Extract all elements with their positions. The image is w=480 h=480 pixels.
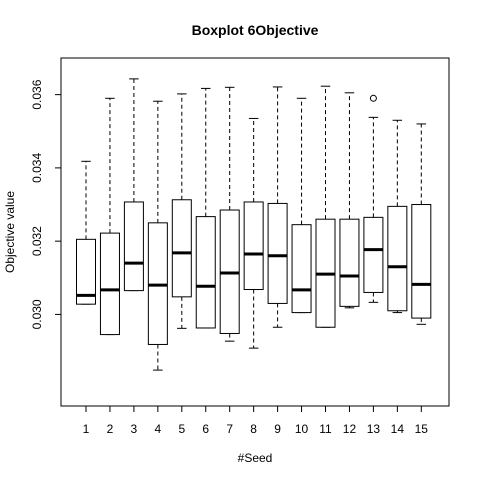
x-tick-label: 1	[83, 422, 90, 436]
y-tick-label: 0.034	[30, 153, 44, 183]
box-iqr	[291, 224, 312, 314]
box-iqr	[339, 218, 360, 307]
box-iqr	[123, 201, 144, 292]
x-tick-label: 11	[319, 422, 332, 436]
x-tick-label: 15	[415, 422, 429, 436]
box-group-seed-5	[171, 93, 192, 329]
box-iqr	[171, 199, 192, 298]
x-tick-label: 2	[107, 422, 114, 436]
box-iqr	[99, 232, 120, 336]
box-group-seed-12	[339, 92, 360, 309]
x-tick-label: 10	[295, 422, 309, 436]
box-group-seed-13	[363, 94, 384, 303]
y-axis: 0.030 0.032 0.034 0.036	[30, 79, 62, 329]
y-tick-label: 0.030	[30, 299, 44, 329]
x-tick-label: 7	[226, 422, 233, 436]
y-axis-label: Objective value	[3, 191, 17, 273]
box-iqr	[267, 202, 288, 304]
x-tick-label: 3	[131, 422, 138, 436]
x-axis: 1 2 3 4 5 6 7 8 9 10 11 12 13 14 15	[83, 405, 429, 436]
boxes-layer	[76, 78, 432, 371]
box-group-seed-4	[147, 100, 168, 371]
chart-title: Boxplot 6Objective	[192, 22, 319, 38]
box-iqr	[411, 204, 432, 319]
box-group-seed-7	[219, 86, 240, 342]
outlier-point	[369, 94, 377, 102]
x-tick-label: 6	[202, 422, 209, 436]
y-tick-label: 0.036	[30, 79, 44, 109]
box-iqr	[76, 238, 96, 305]
x-tick-label: 12	[343, 422, 357, 436]
x-tick-label: 5	[178, 422, 185, 436]
box-group-seed-8	[243, 117, 264, 349]
box-group-seed-9	[267, 86, 288, 328]
box-iqr	[387, 205, 408, 312]
x-tick-label: 8	[250, 422, 257, 436]
box-group-seed-1	[76, 160, 96, 305]
y-tick-label: 0.032	[30, 226, 44, 256]
x-axis-label: #Seed	[238, 451, 273, 465]
box-iqr	[195, 216, 216, 329]
box-group-seed-2	[99, 97, 120, 336]
box-group-seed-11	[315, 85, 336, 328]
box-group-seed-14	[387, 119, 408, 314]
x-tick-label: 9	[274, 422, 281, 436]
box-iqr	[243, 201, 264, 291]
x-tick-label: 14	[391, 422, 405, 436]
x-tick-label: 13	[367, 422, 381, 436]
box-iqr	[363, 216, 384, 293]
box-group-seed-3	[123, 78, 144, 292]
box-group-seed-10	[291, 97, 312, 314]
x-tick-label: 4	[155, 422, 162, 436]
box-group-seed-6	[195, 87, 216, 329]
box-group-seed-15	[411, 123, 432, 325]
